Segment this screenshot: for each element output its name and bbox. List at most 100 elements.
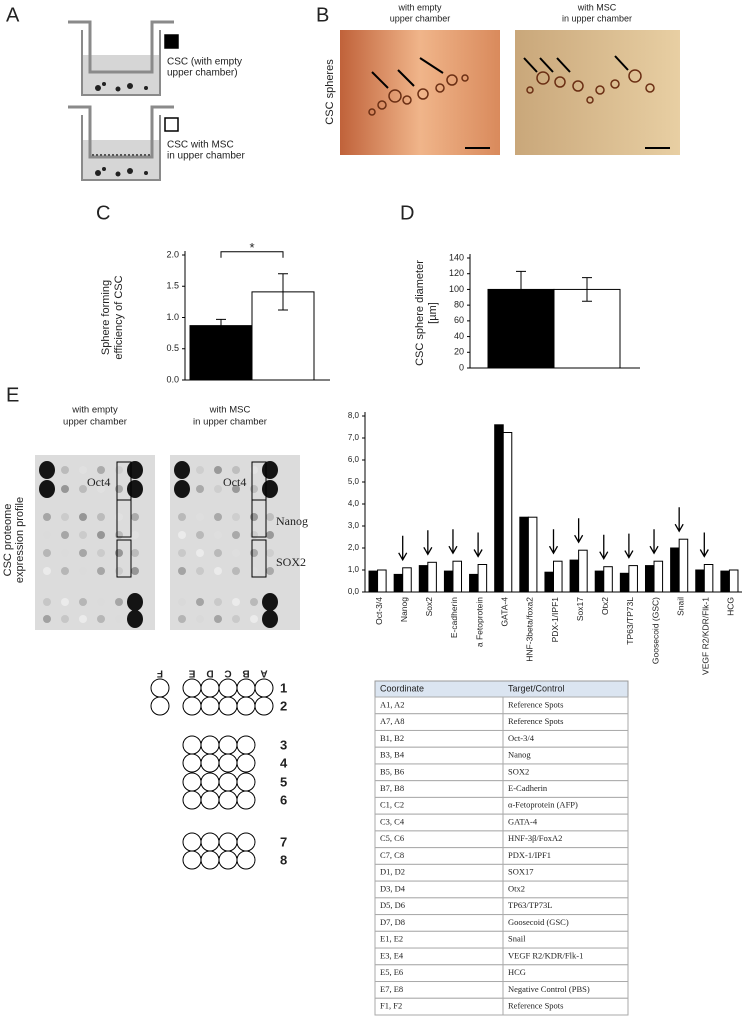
bar [418,565,429,593]
spot-position [150,678,170,698]
x-tick-label: Sox2 [424,597,434,617]
table-cell: F1, F2 [380,1001,402,1011]
blot-spot [43,513,51,521]
blot-spot [214,485,222,493]
blot-spot [232,485,240,493]
table-row [374,997,629,1016]
bar [695,569,705,593]
blot-spot [97,466,105,474]
table-row [374,696,629,715]
y-tick-label: 20 [454,347,464,357]
blot-spot [250,615,258,623]
blot-spot [232,531,240,539]
blot-spot [266,513,274,521]
table-cell: SOX17 [508,867,534,877]
table-cell: A1, A2 [380,699,405,709]
table-cell: C3, C4 [380,816,405,826]
error-bar [216,318,226,333]
table-cell: A7, A8 [380,716,405,726]
bar [594,570,605,593]
panel-label: B [316,4,329,26]
blot-spot [232,615,240,623]
y-tick-label: 4,0 [348,499,360,508]
x-tick-label: TP63/TP73L [625,597,635,645]
blot-spot [61,615,69,623]
bar [527,516,538,593]
table-cell: Goosecoid (GSC) [508,917,569,927]
y-label: expression profile [14,497,26,583]
x-tick-label: Snail [675,597,685,616]
bar [519,516,529,593]
blot-spot [115,531,123,539]
blot-spot [97,549,105,557]
blot-spot [115,513,123,521]
image-title: upper chamber [63,417,127,428]
table-cell: B7, B8 [380,783,404,793]
blot-spot [196,598,204,606]
column-number: 6 [280,792,287,807]
blot-spot [97,485,105,493]
y-tick-label: 1.5 [166,281,179,291]
table-cell: Oct-3/4 [508,733,535,743]
x-tick-label: HNF-3beta/foxa2 [525,597,535,662]
highlight-box [251,539,267,578]
blot-spot [79,466,87,474]
blot-spot [232,598,240,606]
x-tick-label: PDX-1/IPF1 [550,597,560,643]
blot-spot [79,549,87,557]
column-number: 1 [280,680,287,695]
spot-position [236,678,256,698]
blot-spot [61,531,69,539]
y-label: CSC proteome [2,504,14,577]
image-title: with empty [71,405,118,416]
error-bar [516,270,526,308]
y-tick-label: 8,0 [348,411,360,420]
x-tick-label: Sox17 [575,597,585,621]
image-title: with MSC [577,2,617,12]
table-row [374,914,629,932]
bar [427,561,437,593]
spot-position [200,832,220,852]
spot-position [236,735,256,755]
highlight-box [116,499,132,538]
table-cell: E5, E6 [380,967,403,977]
legend-text: CSC (with empty [167,57,242,68]
image-title: with empty [397,2,442,12]
y-tick-label: 120 [449,268,464,278]
table-cell: VEGF R2/KDR/Flk-1 [508,950,583,960]
spot-position [218,735,238,755]
table-cell: HNF-3β/FoxA2 [508,833,562,843]
bar [402,567,412,593]
blot-spot [174,480,190,498]
spot-position [182,696,202,716]
arrow [574,518,584,544]
blot-spot [43,615,51,623]
y-label: efficiency of CSC [113,275,125,359]
legend-swatch [164,117,179,132]
legend-swatch [164,34,179,49]
table-cell: E3, E4 [380,950,404,960]
table-cell: Reference Spots [508,699,563,709]
bar [703,564,714,593]
blot-spot [43,531,51,539]
y-label: CSC sphere diameter [414,260,426,366]
row-letter: A [260,667,267,678]
blot-spot [196,567,204,575]
spot-position [218,832,238,852]
column-number: 8 [280,852,287,867]
table-cell: Reference Spots [508,1001,563,1011]
y-label: CSC spheres [324,59,336,125]
spot-position [200,753,220,773]
arrow [548,529,559,555]
table-cell: B3, B4 [380,750,405,760]
blot-spot [262,480,278,498]
table-cell: D7, D8 [380,917,405,927]
spot-position [236,753,256,773]
bar [603,566,613,593]
table-header: Coordinate [380,683,424,693]
photo [340,30,680,155]
blot-spot [196,615,204,623]
spot-position [182,850,202,870]
y-tick-label: 60 [454,315,464,325]
blot-spot [266,549,274,557]
